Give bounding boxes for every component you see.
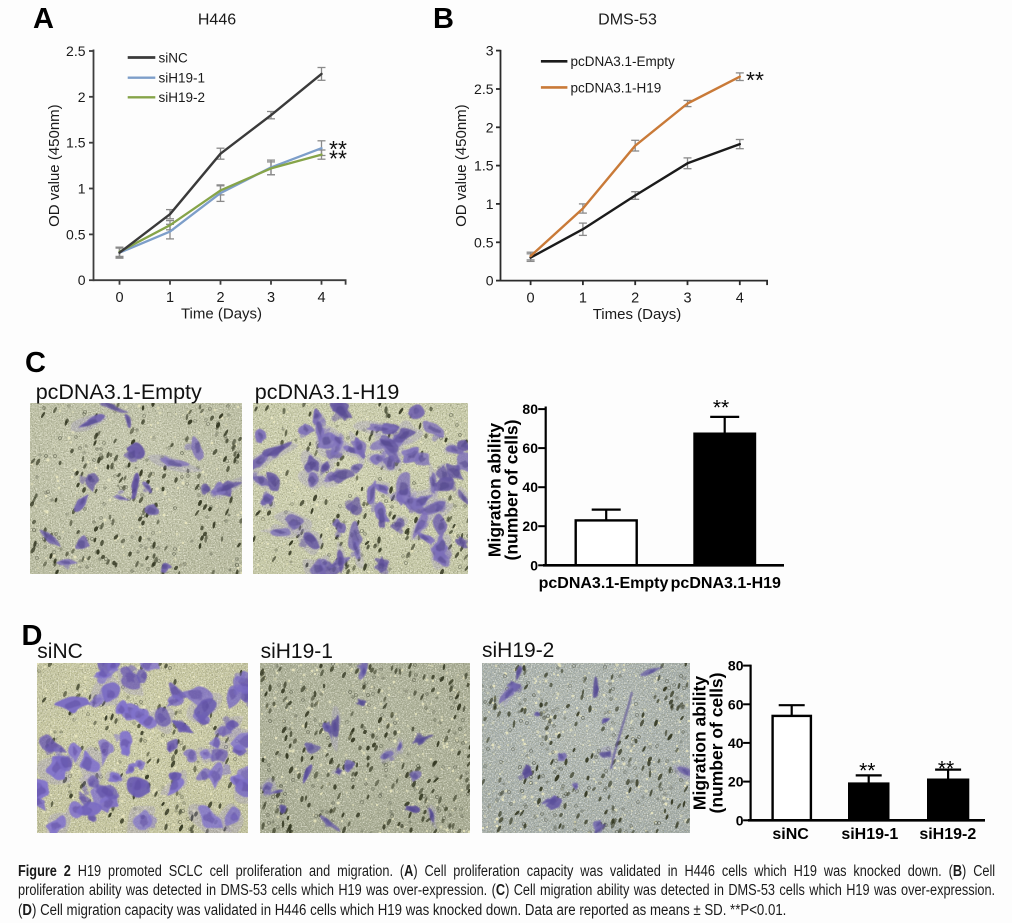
svg-text:0: 0: [486, 273, 494, 289]
svg-text:1.5: 1.5: [474, 158, 494, 174]
svg-text:0: 0: [530, 557, 538, 573]
svg-text:siH19-2: siH19-2: [159, 90, 206, 105]
svg-text:0.5: 0.5: [66, 226, 86, 242]
svg-text:siNC: siNC: [159, 50, 188, 65]
svg-text:2: 2: [78, 89, 86, 105]
svg-text:pcDNA3.1-Empty: pcDNA3.1-Empty: [539, 575, 669, 592]
svg-text:H446: H446: [198, 12, 236, 29]
svg-text:2.5: 2.5: [474, 81, 494, 97]
svg-text:siNC: siNC: [772, 826, 809, 843]
svg-text:1: 1: [579, 291, 587, 307]
svg-text:40: 40: [728, 735, 744, 751]
svg-text:60: 60: [522, 440, 538, 456]
svg-text:OD value (450nm): OD value (450nm): [453, 104, 470, 227]
svg-text:0: 0: [736, 812, 744, 828]
svg-text:80: 80: [522, 401, 538, 417]
svg-text:Migration ability: Migration ability: [690, 676, 710, 810]
svg-text:0: 0: [527, 291, 535, 307]
svg-text:Times (Days): Times (Days): [593, 306, 682, 323]
svg-text:4: 4: [736, 291, 744, 307]
svg-text:60: 60: [728, 696, 744, 712]
svg-text:**: **: [713, 397, 729, 420]
svg-text:D: D: [22, 620, 43, 652]
svg-text:siH19-2: siH19-2: [919, 826, 976, 843]
svg-text:**: **: [746, 67, 764, 93]
svg-text:20: 20: [522, 518, 538, 534]
svg-text:4: 4: [317, 290, 325, 306]
svg-text:20: 20: [728, 774, 744, 790]
svg-text:OD value (450nm): OD value (450nm): [46, 104, 63, 227]
svg-text:Time (Days): Time (Days): [181, 306, 262, 323]
svg-text:**: **: [329, 146, 347, 172]
svg-text:**: **: [329, 136, 347, 162]
svg-text:**: **: [859, 760, 875, 783]
svg-text:0: 0: [115, 290, 123, 306]
svg-text:C: C: [25, 347, 46, 379]
svg-text:A: A: [33, 3, 54, 35]
svg-text:1.5: 1.5: [66, 135, 86, 151]
svg-text:pcDNA3.1-Empty: pcDNA3.1-Empty: [571, 54, 676, 69]
svg-text:1: 1: [486, 196, 494, 212]
svg-text:0.5: 0.5: [474, 234, 494, 250]
svg-text:1: 1: [78, 181, 86, 197]
svg-text:40: 40: [522, 479, 538, 495]
svg-text:0: 0: [78, 272, 86, 288]
svg-text:2.5: 2.5: [66, 43, 86, 59]
svg-text:2: 2: [486, 119, 494, 135]
svg-text:**: **: [938, 758, 954, 781]
svg-text:(number of cells): (number of cells): [707, 673, 727, 814]
svg-text:2: 2: [216, 290, 224, 306]
svg-text:Migration ability: Migration ability: [485, 423, 505, 557]
svg-text:80: 80: [728, 658, 744, 674]
svg-text:(number of cells): (number of cells): [502, 420, 522, 561]
svg-text:3: 3: [486, 43, 494, 59]
svg-text:siH19-1: siH19-1: [159, 71, 206, 86]
svg-text:pcDNA3.1-H19: pcDNA3.1-H19: [571, 80, 662, 95]
svg-text:B: B: [433, 3, 454, 35]
svg-text:3: 3: [683, 291, 691, 307]
svg-text:2: 2: [631, 291, 639, 307]
svg-text:3: 3: [267, 290, 275, 306]
svg-text:DMS-53: DMS-53: [598, 12, 657, 29]
svg-text:siH19-1: siH19-1: [841, 826, 898, 843]
svg-text:1: 1: [166, 290, 174, 306]
svg-text:pcDNA3.1-H19: pcDNA3.1-H19: [671, 575, 781, 592]
